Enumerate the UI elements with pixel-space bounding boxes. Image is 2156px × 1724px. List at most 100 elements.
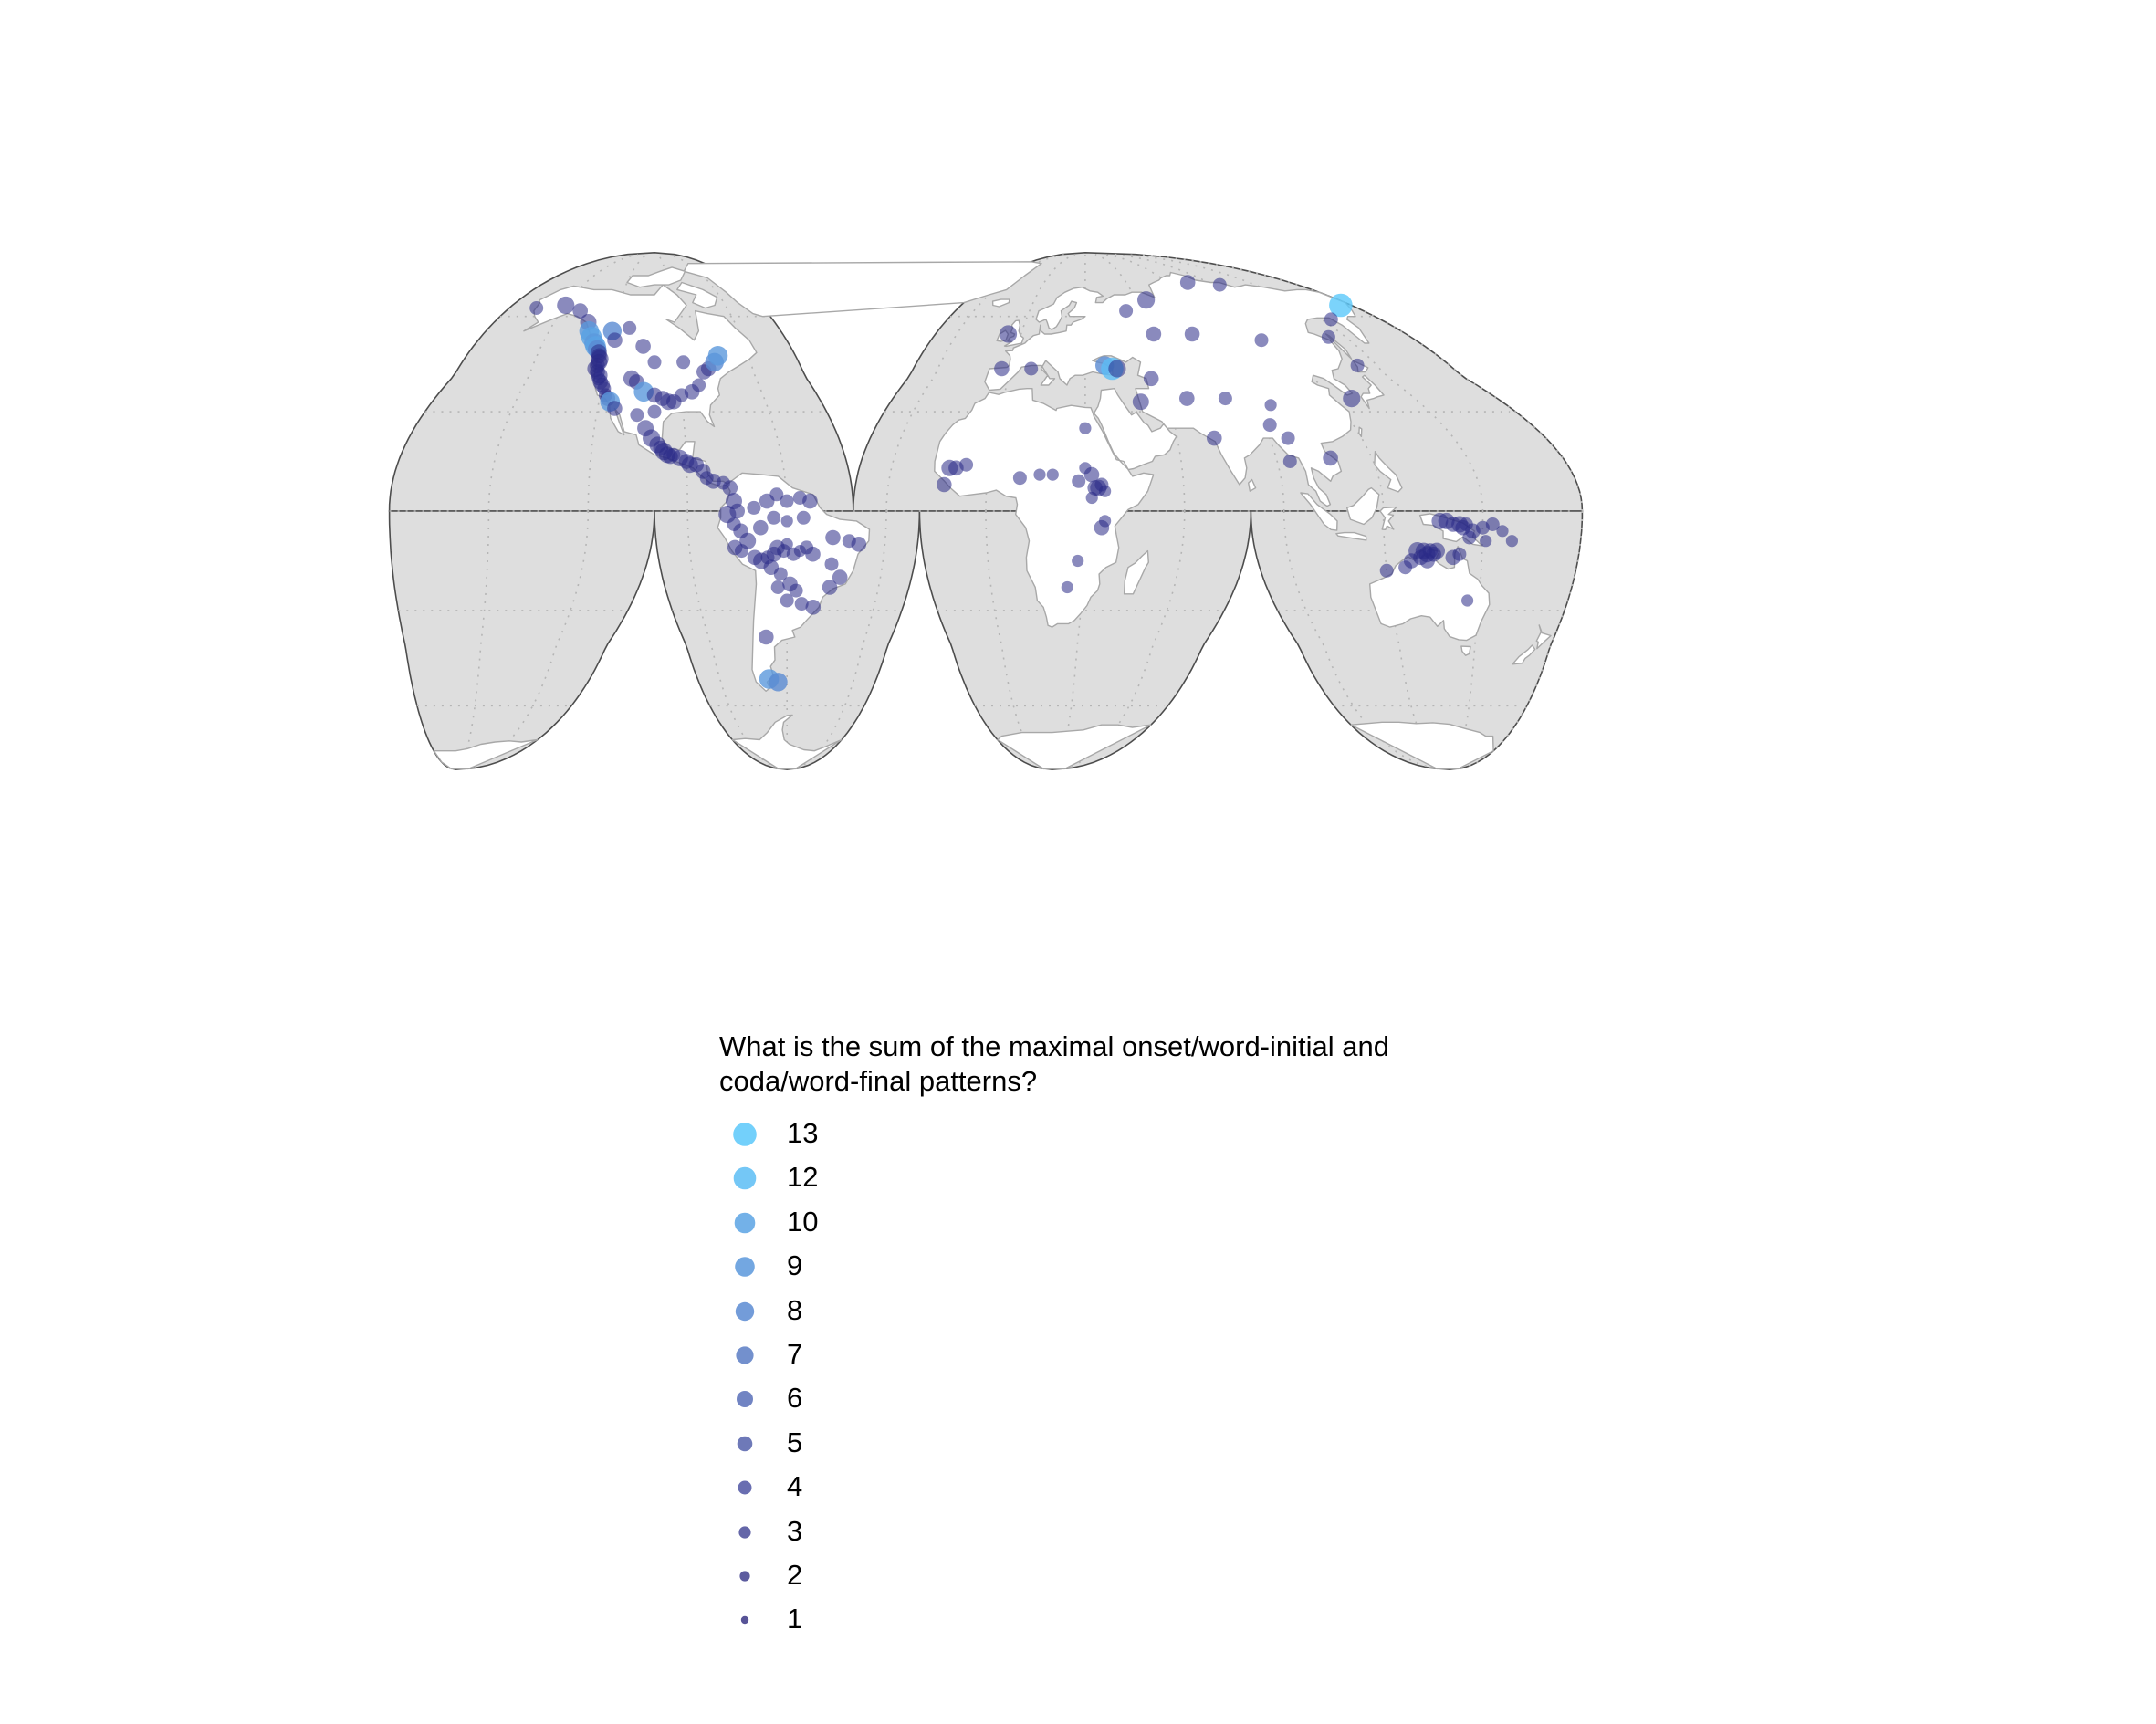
- data-point: [1012, 471, 1027, 486]
- land-java: [1335, 531, 1367, 541]
- legend-item: 5: [719, 1421, 1541, 1465]
- land-tasmania: [1460, 645, 1471, 656]
- data-point: [802, 493, 818, 509]
- legend-item: 1: [719, 1597, 1541, 1641]
- data-point: [780, 538, 793, 550]
- land-greenland: [683, 261, 1042, 318]
- data-point: [796, 510, 811, 525]
- data-point: [747, 500, 761, 515]
- land-taiwan: [1358, 426, 1363, 437]
- land-antarctica-d: [1350, 721, 1494, 770]
- data-point: [937, 476, 952, 493]
- data-point: [1452, 547, 1467, 561]
- data-point: [1072, 554, 1084, 568]
- data-point: [1485, 517, 1500, 531]
- data-point: [1083, 466, 1100, 483]
- legend-swatch: [740, 1616, 749, 1625]
- data-point: [1079, 422, 1092, 434]
- legend-title: What is the sum of the maximal onset/wor…: [719, 1029, 1541, 1099]
- legend-items: 13 12 10 9 8 7 6 5 4 3 2 1: [719, 1112, 1541, 1642]
- data-point: [959, 457, 974, 472]
- graticule-line: [1115, 253, 1385, 512]
- legend-key: [719, 1244, 770, 1288]
- data-point: [1033, 468, 1046, 481]
- land-canada-islands: [626, 266, 686, 288]
- land-baffin: [676, 281, 718, 309]
- data-point: [999, 325, 1018, 343]
- legend-key: [719, 1200, 770, 1244]
- data-point: [994, 360, 1010, 377]
- legend-label: 8: [787, 1293, 803, 1326]
- data-point: [1379, 563, 1394, 578]
- legend-swatch: [739, 1571, 750, 1582]
- data-point: [607, 401, 623, 416]
- land-sumatra: [1300, 492, 1338, 531]
- legend-swatch: [738, 1480, 752, 1495]
- legend-item: 10: [719, 1200, 1541, 1244]
- ocean-lobes: [388, 251, 1584, 771]
- land-antarctica-c: [997, 724, 1152, 770]
- data-point: [635, 339, 651, 354]
- data-point: [753, 519, 769, 536]
- land-japan: [1360, 374, 1385, 410]
- data-point: [1207, 430, 1222, 446]
- data-point: [1072, 474, 1086, 488]
- legend-swatch: [735, 1301, 755, 1321]
- data-point: [824, 557, 839, 571]
- data-point: [1350, 358, 1365, 372]
- world-map: [388, 251, 1584, 771]
- land-iceland: [991, 298, 1010, 308]
- legend-title-line2: coda/word-final patterns?: [719, 1065, 1038, 1097]
- land-africa-arabia: [934, 388, 1177, 628]
- data-point: [825, 529, 841, 546]
- legend-item: 13: [719, 1112, 1541, 1155]
- data-point: [676, 355, 691, 370]
- legend-item: 12: [719, 1155, 1541, 1199]
- data-point: [789, 583, 803, 598]
- legend-label: 4: [787, 1470, 803, 1503]
- legend-key: [719, 1112, 770, 1155]
- legend-key: [719, 1421, 770, 1465]
- data-point: [1218, 392, 1232, 406]
- data-point: [1496, 525, 1509, 538]
- data-point: [805, 600, 822, 615]
- legend-item: 8: [719, 1289, 1541, 1332]
- data-point: [1094, 519, 1110, 536]
- data-point: [607, 332, 623, 349]
- data-point: [770, 580, 785, 594]
- data-point: [572, 303, 588, 319]
- legend-label: 13: [787, 1117, 819, 1149]
- data-point: [1061, 580, 1073, 594]
- legend-label: 6: [787, 1382, 803, 1415]
- data-point: [1046, 468, 1059, 481]
- data-point: [1146, 326, 1162, 342]
- data-point: [1324, 312, 1338, 327]
- land-madagascar: [1123, 549, 1149, 595]
- legend-item: 3: [719, 1510, 1541, 1553]
- data-point: [851, 537, 867, 552]
- legend-key: [719, 1553, 770, 1597]
- data-point: [805, 546, 821, 562]
- legend-label: 5: [787, 1426, 803, 1458]
- data-point: [1212, 277, 1227, 292]
- data-point: [1264, 399, 1277, 412]
- data-point: [773, 567, 788, 581]
- legend-key: [719, 1510, 770, 1553]
- data-point: [557, 296, 575, 315]
- data-point: [780, 593, 794, 608]
- land-sulawesi: [1379, 506, 1397, 530]
- legend-item: 9: [719, 1244, 1541, 1288]
- data-point: [1282, 455, 1297, 468]
- land-sri-lanka: [1248, 478, 1257, 492]
- legend-label: 2: [787, 1558, 803, 1591]
- data-point: [1143, 371, 1159, 387]
- data-point: [780, 494, 794, 508]
- legend-swatch: [738, 1525, 751, 1539]
- legend-item: 2: [719, 1553, 1541, 1597]
- legend-label: 1: [787, 1603, 803, 1635]
- data-point: [769, 673, 788, 692]
- land-new-zealand-s: [1512, 644, 1536, 665]
- data-point: [1323, 450, 1338, 466]
- data-point: [1179, 391, 1195, 406]
- legend-swatch: [733, 1167, 757, 1190]
